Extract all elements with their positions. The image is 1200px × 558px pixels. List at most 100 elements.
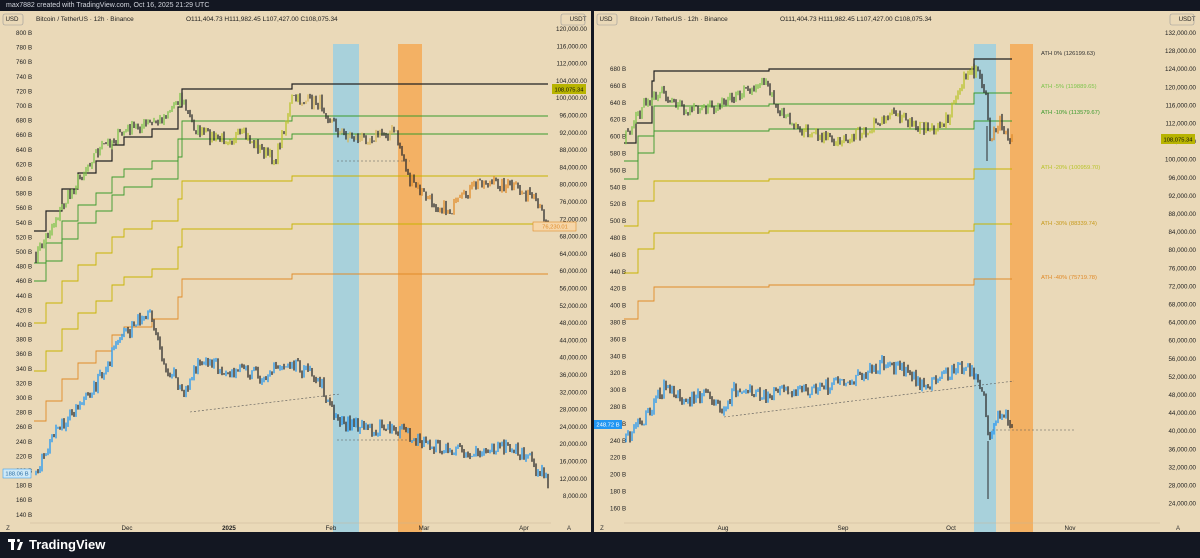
left-tick-label: 580 B — [16, 191, 32, 198]
right-tick-label: 80,000.00 — [559, 182, 587, 189]
right-unit-box[interactable] — [560, 13, 586, 26]
left-tick-label: 300 B — [610, 387, 626, 394]
left-tick-label: 660 B — [610, 83, 626, 90]
right-unit-label: USDT — [1179, 16, 1196, 23]
dominance-badge — [2, 468, 32, 479]
right-tick-label: 112,000.00 — [556, 61, 587, 68]
left-tick-label: 380 B — [610, 320, 626, 327]
ath-line-40 — [624, 278, 1012, 320]
right-tick-label: 88,000.00 — [559, 147, 587, 154]
right-tick-label: 24,000.00 — [559, 424, 587, 431]
right-tick-label: 76,000.00 — [559, 199, 587, 206]
header-bar: max7882 created with TradingView.com, Oc… — [0, 0, 1200, 11]
left-tick-label: 620 B — [16, 161, 32, 168]
tradingview-brand[interactable]: TradingView — [8, 537, 105, 552]
left-unit-label: USD — [599, 16, 613, 23]
current-price-badge — [552, 84, 586, 94]
left-tick-label: 620 B — [610, 117, 626, 124]
right-tick-label: 96,000.00 — [1168, 175, 1196, 182]
left-unit-box[interactable] — [2, 13, 24, 26]
right-tick-label: 72,000.00 — [559, 216, 587, 223]
axes: USDT 120,000.00 116,000.00 112,000.00 104,00… — [2, 13, 588, 532]
ath-line-0 — [34, 83, 548, 232]
right-tick-label: 28,000.00 — [559, 407, 587, 414]
left-tick-label: 240 B — [16, 439, 32, 446]
right-unit-box[interactable] — [1169, 13, 1195, 26]
orange-level-badge — [532, 221, 577, 232]
right-tick-label: 60,000.00 — [559, 268, 587, 275]
left-tick-label: 340 B — [16, 366, 32, 373]
left-tick-label: 220 B — [16, 453, 32, 460]
ath-level-label: ATH -5% (119889.65) — [1041, 84, 1097, 90]
left-tick-label: 480 B — [16, 264, 32, 271]
ath-line-10 — [34, 133, 548, 282]
right-tick-label: 92,000.00 — [1168, 193, 1196, 200]
right-tick-label: 120,000.00 — [556, 26, 588, 33]
right-tick-label: 68,000.00 — [1168, 302, 1196, 309]
ath-line-30 — [624, 223, 1012, 274]
ath-line-40 — [34, 273, 548, 422]
left-tick-label: 140 B — [16, 512, 32, 519]
left-tick-label: 560 B — [610, 167, 626, 174]
right-tick-label: 44,000.00 — [559, 337, 587, 344]
left-tick-label: 420 B — [16, 307, 32, 314]
current-price-badge — [1161, 134, 1195, 144]
left-tick-label: 740 B — [16, 74, 32, 81]
x-tick-label: 2025 — [222, 525, 236, 532]
right-tick-label: 116,000.00 — [1165, 102, 1196, 109]
right-tick-label: 84,000.00 — [1168, 229, 1196, 236]
right-tick-label: 120,000.00 — [1165, 84, 1197, 91]
dominance-candles — [35, 309, 549, 489]
left-tick-label: 300 B — [16, 395, 32, 402]
left-tick-label: 180 B — [610, 489, 626, 496]
right-tick-label: 40,000.00 — [1168, 428, 1196, 435]
left-tick-label: 500 B — [610, 218, 626, 225]
right-tick-label: 32,000.00 — [559, 389, 587, 396]
left-tick-label: 460 B — [610, 252, 626, 259]
axes: USDT 132,000.00 128,000.00 124,000.00 120,00… — [596, 13, 1197, 532]
footer-bar: TradingView — [0, 532, 1200, 558]
right-tick-label: 88,000.00 — [1168, 211, 1196, 218]
left-tick-label: 520 B — [16, 234, 32, 241]
right-chart-svg[interactable]: USDT 132,000.00 128,000.00 124,000.00 120,00… — [594, 11, 1200, 532]
chart-panel-right[interactable]: USDT 132,000.00 128,000.00 124,000.00 120,00… — [594, 11, 1200, 532]
left-unit-box[interactable] — [596, 13, 618, 26]
orange-level-label: 76,230.01 — [542, 225, 568, 231]
ath-level-label: ATH -40% (75719.78) — [1041, 275, 1097, 281]
right-tick-label: 112,000.00 — [1165, 121, 1196, 128]
left-tick-label: 760 B — [16, 59, 32, 66]
left-tick-label: 160 B — [16, 497, 32, 504]
auto-scale-button-a: A — [567, 526, 571, 532]
left-tick-label: 280 B — [610, 404, 626, 411]
ath-level-label: ATH -20% (100959.70) — [1041, 165, 1100, 171]
left-tick-label: 160 B — [610, 505, 626, 512]
left-tick-label: 440 B — [610, 269, 626, 276]
dominance-candles — [625, 355, 1013, 443]
left-tick-label: 700 B — [16, 103, 32, 110]
chart-panel-left[interactable]: USDT 120,000.00 116,000.00 112,000.00 104,00… — [0, 11, 591, 532]
ohlc-readout: O111,404.73 H111,982.45 L107,427.00 C108… — [780, 16, 932, 23]
right-tick-label: 20,000.00 — [559, 441, 587, 448]
left-chart-svg[interactable]: USDT 120,000.00 116,000.00 112,000.00 104,00… — [0, 11, 591, 532]
ath-line-20 — [624, 168, 1012, 227]
left-tick-label: 580 B — [610, 151, 626, 158]
right-tick-label: 104,000.00 — [556, 78, 588, 85]
ohlc-readout: O111,404.73 H111,982.45 L107,427.00 C108… — [186, 16, 338, 23]
right-tick-label: 68,000.00 — [559, 234, 587, 241]
left-tick-label: 360 B — [16, 351, 32, 358]
right-tick-label: 48,000.00 — [559, 320, 587, 327]
right-unit-label: USDT — [570, 16, 587, 23]
right-tick-label: 96,000.00 — [559, 113, 587, 120]
left-tick-label: 720 B — [16, 88, 32, 95]
left-tick-label: 540 B — [610, 184, 626, 191]
right-tick-label: 124,000.00 — [1165, 66, 1197, 73]
tradingview-logo-icon — [8, 539, 24, 550]
right-tick-label: 76,000.00 — [1168, 265, 1196, 272]
left-tick-label: 320 B — [16, 380, 32, 387]
right-tick-label: 36,000.00 — [559, 372, 587, 379]
dominance-label: 188.06 B — [5, 472, 28, 478]
right-tick-label: 56,000.00 — [559, 286, 587, 293]
right-tick-label: 52,000.00 — [1168, 374, 1196, 381]
left-tick-label: 680 B — [16, 118, 32, 125]
highlight-band-orange — [398, 44, 422, 532]
